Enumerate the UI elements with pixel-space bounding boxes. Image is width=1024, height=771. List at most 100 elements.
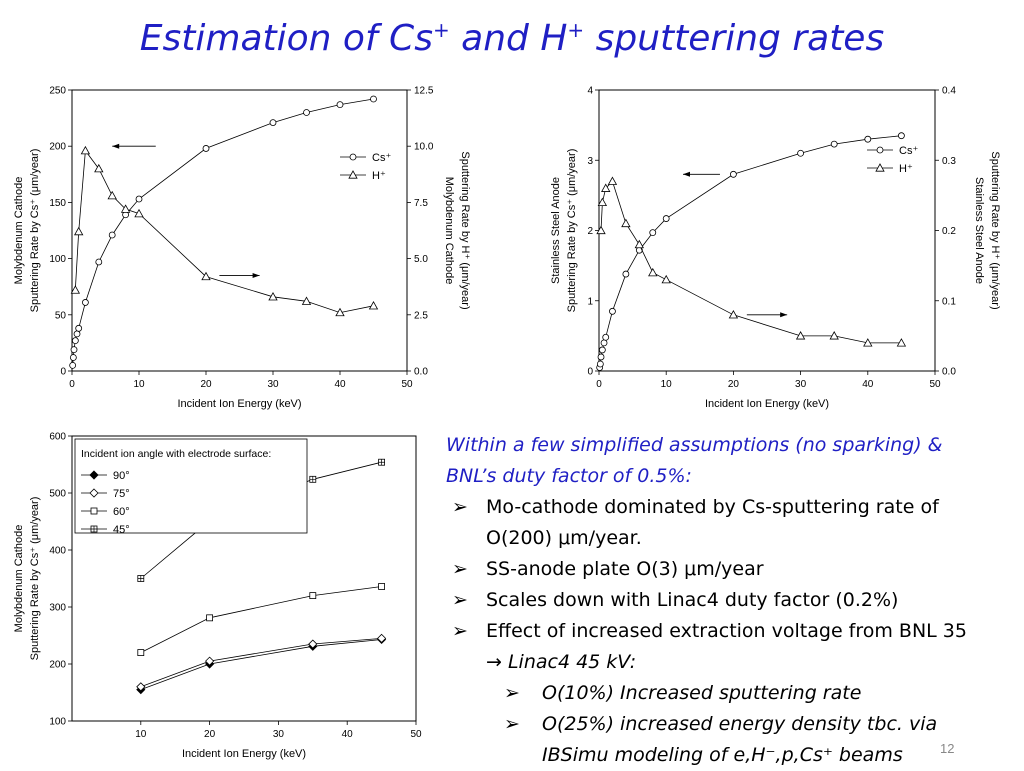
- chart1-plot-frame: [71, 89, 408, 372]
- chart3-series-3-point: [206, 614, 214, 622]
- chart1-y2-tick-label: 5.0: [414, 254, 428, 265]
- chart2-y-tick-label: 0: [587, 367, 593, 378]
- chart2-series-2-point: [621, 218, 631, 228]
- chart3-x-tick-label: 20: [204, 729, 216, 740]
- bullet-line: SS-anode plate O(3) μm/year: [486, 558, 764, 580]
- chart2-series-1-point: [596, 360, 604, 368]
- chart1-series-2-point: [268, 291, 278, 301]
- chart2-series-1-point: [830, 140, 838, 148]
- arrow-bullet-icon: ➢: [452, 589, 468, 611]
- chart1-x-tick-label: 30: [267, 379, 279, 390]
- chart3-x-tick-label: 10: [135, 729, 147, 740]
- bullet-item: ➢ Effect of increased extraction voltage …: [446, 616, 1021, 678]
- sub-bullet-item: ➢ O(10%) Increased sputtering rate: [446, 678, 1021, 709]
- arrow-bullet-icon: ➢: [452, 620, 468, 642]
- chart1-series-1-point: [303, 109, 310, 116]
- chart2-series-1-point: [602, 333, 610, 341]
- chart2-y2-axis-label-line1: Stainless Steel Anode: [973, 177, 985, 284]
- chart2-series-2-point: [896, 338, 907, 347]
- chart2-x-tick-label: 50: [929, 379, 941, 390]
- bullet-line: O(200) μm/year.: [486, 527, 642, 549]
- chart3-series-4-point-cross: [378, 459, 385, 466]
- chart1-y2-tick-label: 12.5: [414, 86, 434, 97]
- chart2-y-tick-label: 1: [587, 296, 593, 307]
- chart2-x-axis-label: Incident Ion Energy (keV): [705, 398, 829, 410]
- chart3-series-2-point: [377, 633, 387, 643]
- chart1-y-tick-label: 100: [49, 254, 66, 265]
- chart1-legend-label: H⁺: [372, 170, 386, 182]
- chart3-series-3-point: [137, 649, 145, 656]
- chart1-y2-axis-label-line1: Molybdenum Cathode: [443, 177, 455, 285]
- chart2-x-tick-label: 0: [596, 379, 602, 390]
- chart3-series-2-point: [205, 656, 215, 666]
- bullet-item: ➢ Scales down with Linac4 duty factor (0.…: [446, 585, 1021, 616]
- chart1-y2-tick-label: 7.5: [414, 198, 428, 209]
- chart2-series-1-point: [600, 339, 608, 347]
- bullet-item: ➢ Mo-cathode dominated by Cs-sputtering r…: [446, 492, 1021, 554]
- chart1-y2-tick-label: 2.5: [414, 310, 428, 321]
- chart1-series-2-point: [74, 226, 84, 236]
- chart1-arrow-head-icon: [112, 143, 120, 149]
- chart1-series-1-point: [73, 330, 81, 338]
- chart1-series-1-point: [75, 324, 83, 332]
- chart1-series-1-point: [370, 95, 377, 103]
- chart1-x-tick-label: 0: [69, 379, 75, 390]
- chart3-series-4-point: [309, 475, 317, 483]
- chart2-series-2-point: [601, 183, 611, 192]
- chart2-series-1-point: [597, 353, 605, 361]
- chart1-series-1-point: [135, 195, 143, 203]
- chart1-series-2-point: [107, 190, 117, 200]
- chart2-y-axis-label-line2: Sputtering Rate by Cs⁺ (μm/year): [566, 149, 578, 313]
- chart3-legend-marker: [89, 488, 99, 498]
- chart1-legend-label: Cs⁺: [372, 152, 391, 164]
- chart3-x-tick-label: 30: [273, 729, 285, 740]
- chart1-series-2-point: [80, 145, 91, 155]
- chart3-legend-marker: [90, 525, 98, 533]
- chart1-x-tick-label: 20: [200, 379, 212, 390]
- chart2-y-tick-label: 3: [587, 156, 593, 167]
- chart1-series-1-point: [69, 354, 77, 361]
- chart2-x-tick-label: 30: [795, 379, 807, 390]
- chart3-y-tick-label: 200: [49, 660, 66, 671]
- chart1-series-1-point: [336, 101, 344, 109]
- text-block: Within a few simplified assumptions (no …: [446, 430, 1021, 771]
- chart2-series-1-line: [599, 135, 902, 368]
- bullet-item: ➢ SS-anode plate O(3) μm/year: [446, 554, 1021, 585]
- chart2-series-2-line: [600, 180, 902, 344]
- chart1-y-axis-label-line2: Sputtering Rate by Cs⁺ (μm/year): [29, 149, 41, 313]
- chart3-y-axis-label-line2: Sputtering Rate by Cs⁺ (μm/year): [29, 497, 41, 661]
- chart2-series-1-point: [662, 215, 670, 222]
- bullet-line: → Linac4 45 kV:: [486, 651, 637, 673]
- chart2-series-1-point: [898, 132, 905, 140]
- chart2-series-1-point: [797, 149, 804, 157]
- chart2-y2-tick-label: 0.2: [942, 226, 956, 237]
- chart2-series-2-point: [648, 267, 658, 277]
- chart2-series-2-point: [863, 338, 873, 347]
- chart2-legend-marker: [876, 146, 884, 154]
- arrow-bullet-icon: ➢: [452, 558, 468, 580]
- intro-line-2: BNL’s duty factor of 0.5%:: [446, 465, 692, 487]
- chart2-y2-tick-label: 0.0: [942, 367, 956, 378]
- chart3-legend-box: [74, 438, 308, 534]
- chart1-y-tick-label: 50: [55, 310, 67, 321]
- chart3-series-4-point: [137, 575, 145, 582]
- chart2-arrow-head-icon: [683, 171, 690, 177]
- chart1-y-tick-label: 0: [60, 367, 66, 378]
- chart2-plot-frame: [598, 89, 936, 372]
- chart3-series-3-line: [140, 586, 382, 653]
- chart1-legend-marker: [349, 153, 357, 161]
- chart3-series-3-point: [378, 583, 386, 590]
- chart3-y-tick-label: 100: [49, 717, 66, 728]
- chart1-x-axis-label: Incident Ion Energy (keV): [177, 398, 301, 410]
- arrow-bullet-icon: ➢: [504, 682, 520, 704]
- chart3-series-2-point: [136, 682, 146, 692]
- chart2-series-2-point: [597, 197, 608, 207]
- chart2-series-1-point: [649, 229, 657, 237]
- chart1-series-2-line: [74, 149, 374, 314]
- chart1-series-1-point: [69, 361, 77, 369]
- intro-text: Within a few simplified assumptions (no …: [446, 430, 1021, 492]
- chart1-series-1-point: [202, 145, 210, 152]
- chart1-y-tick-label: 250: [49, 86, 66, 97]
- chart1-series-1-point: [108, 231, 116, 239]
- chart2-series-2-point: [728, 309, 739, 319]
